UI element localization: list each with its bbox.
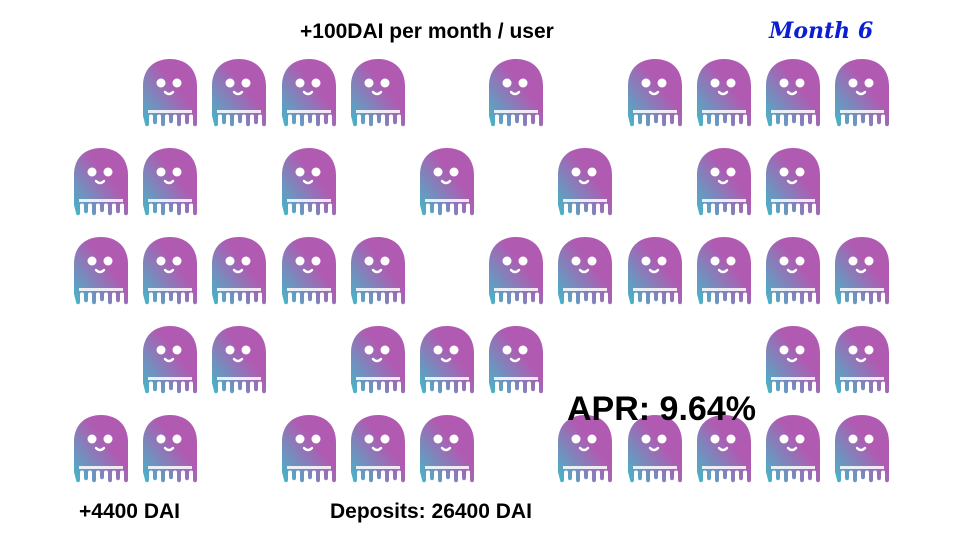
gain-label: +4400 DAI bbox=[79, 500, 180, 524]
ghost-icon bbox=[696, 236, 752, 306]
ghost-icon bbox=[73, 236, 129, 306]
ghost-icon bbox=[488, 236, 544, 306]
ghost-icon bbox=[350, 236, 406, 306]
ghost-icon bbox=[211, 58, 267, 128]
ghost-icon bbox=[765, 325, 821, 395]
ghost-icon bbox=[765, 58, 821, 128]
ghost-icon bbox=[142, 147, 198, 217]
ghost-icon bbox=[834, 414, 890, 484]
ghost-icon bbox=[73, 414, 129, 484]
ghost-icon bbox=[211, 236, 267, 306]
ghost-icon bbox=[765, 147, 821, 217]
ghost-icon bbox=[350, 325, 406, 395]
ghost-icon bbox=[350, 414, 406, 484]
ghost-icon bbox=[281, 414, 337, 484]
ghost-icon bbox=[834, 325, 890, 395]
ghost-icon bbox=[765, 414, 821, 484]
ghost-icon bbox=[557, 236, 613, 306]
ghost-icon bbox=[765, 236, 821, 306]
ghost-icon bbox=[488, 325, 544, 395]
ghost-icon bbox=[627, 58, 683, 128]
apr-label: APR: 9.64% bbox=[567, 390, 756, 429]
ghost-icon bbox=[419, 325, 475, 395]
ghost-icon bbox=[350, 58, 406, 128]
ghost-icon bbox=[627, 236, 683, 306]
ghost-icon bbox=[142, 236, 198, 306]
ghost-icon bbox=[419, 147, 475, 217]
ghost-icon bbox=[488, 58, 544, 128]
ghost-icon bbox=[281, 147, 337, 217]
ghost-icon bbox=[73, 147, 129, 217]
ghost-icon bbox=[281, 58, 337, 128]
ghost-icon bbox=[211, 325, 267, 395]
ghost-icon bbox=[696, 58, 752, 128]
ghost-icon bbox=[834, 236, 890, 306]
ghost-icon bbox=[142, 58, 198, 128]
ghost-icon bbox=[142, 414, 198, 484]
ghost-icon bbox=[834, 58, 890, 128]
ghost-icon bbox=[281, 236, 337, 306]
ghost-icon bbox=[419, 414, 475, 484]
deposits-label: Deposits: 26400 DAI bbox=[330, 500, 532, 524]
ghost-icon bbox=[142, 325, 198, 395]
ghost-icon bbox=[696, 147, 752, 217]
ghost-icon bbox=[557, 147, 613, 217]
